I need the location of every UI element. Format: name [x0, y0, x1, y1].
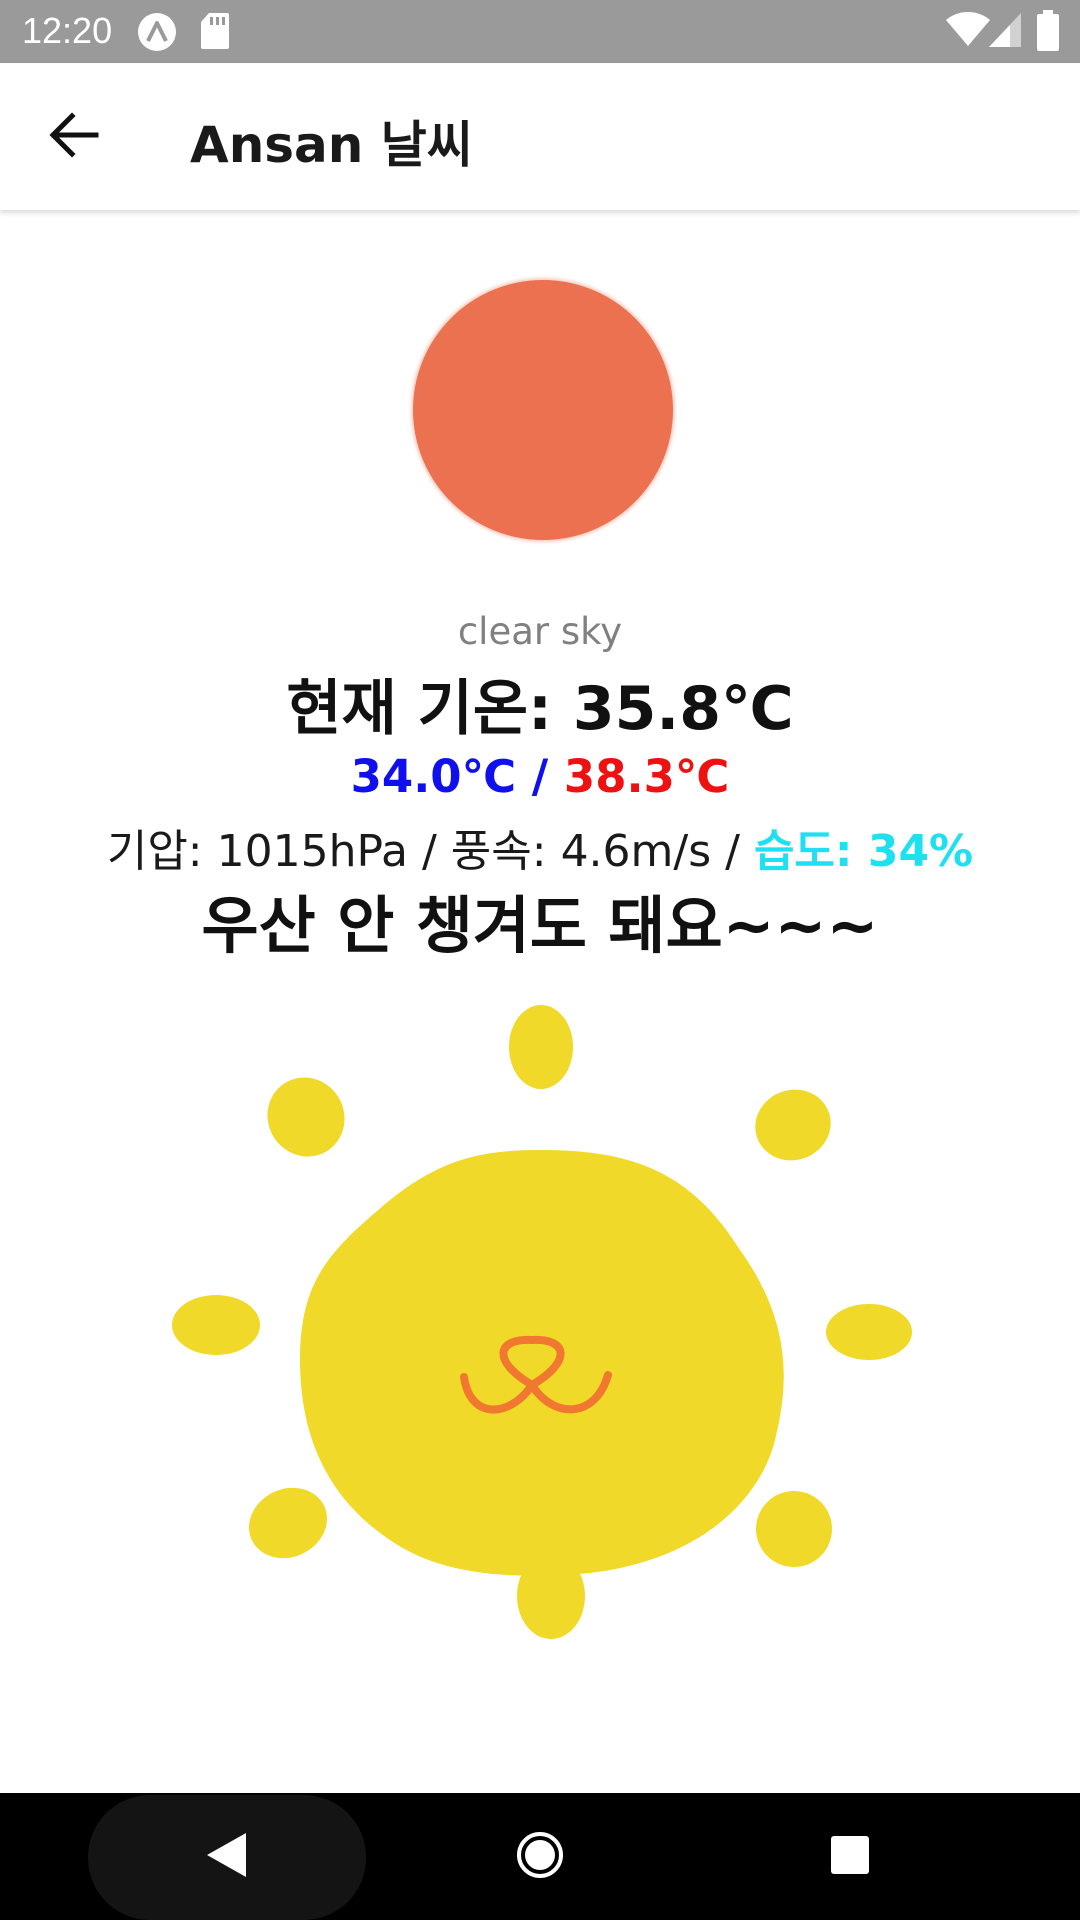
- back-triangle-icon: [204, 1831, 248, 1883]
- weather-condition-icon: [413, 280, 673, 540]
- current-temperature: 현재 기온: 35.8℃: [286, 674, 794, 744]
- home-circle-icon: [515, 1830, 565, 1884]
- sd-card-icon: [200, 12, 230, 54]
- min-max-temperature: 34.0℃ / 38.3℃: [0, 750, 1080, 803]
- cellular-signal-icon: [988, 12, 1022, 52]
- weather-content: clear sky 현재 기온: 35.8℃ 34.0℃ / 38.3℃ 기압:…: [0, 210, 1080, 1793]
- nav-back-button[interactable]: [186, 1817, 266, 1897]
- weather-details: 기압: 1015hPa / 풍속: 4.6m/s / 습도: 34%: [0, 815, 1080, 879]
- battery-icon: [1036, 10, 1060, 56]
- nav-recents-button[interactable]: [810, 1817, 890, 1897]
- min-max-separator: /: [516, 750, 564, 803]
- weather-description: clear sky: [457, 610, 623, 653]
- humidity-text: 습도: 34%: [753, 826, 974, 877]
- nav-home-button[interactable]: [500, 1817, 580, 1897]
- umbrella-message: 우산 안 챙겨도 돼요~~~: [201, 889, 879, 962]
- pressure-wind-text: 기압: 1015hPa / 풍속: 4.6m/s /: [106, 826, 754, 877]
- max-temperature: 38.3℃: [563, 750, 730, 803]
- wifi-icon: [945, 11, 991, 52]
- min-temperature: 34.0℃: [350, 750, 517, 803]
- page-title: Ansan 날씨: [190, 116, 473, 174]
- status-bar: 12:20: [0, 0, 1080, 63]
- app-bar: Ansan 날씨: [0, 63, 1080, 210]
- smiling-sun-illustration: [172, 1005, 912, 1639]
- recents-square-icon: [830, 1835, 870, 1879]
- app-notification-icon: [137, 12, 177, 56]
- back-button[interactable]: [36, 99, 112, 175]
- status-time: 12:20: [22, 10, 113, 51]
- arrow-back-icon: [48, 109, 100, 165]
- navigation-bar: [0, 1793, 1080, 1920]
